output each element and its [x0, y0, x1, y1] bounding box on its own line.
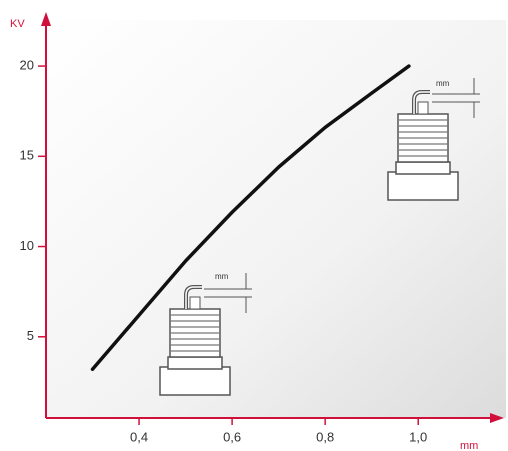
x-tick-label: 0,8: [316, 429, 334, 444]
y-tick-label: 20: [20, 58, 34, 73]
y-axis-arrow: [41, 12, 51, 26]
chart: mm mm KV mm 5 10 15 20 0,4 0,6 0,8 1,0: [0, 0, 508, 451]
y-tick-label: 15: [20, 148, 34, 163]
x-axis-label: mm: [460, 440, 478, 451]
y-tick-label: 5: [27, 328, 34, 343]
y-axis-label: KV: [10, 18, 25, 30]
y-tick-label: 10: [20, 238, 34, 253]
gap-label: mm: [436, 79, 450, 88]
page: {"chart_data":{"type":"line","y_label":"…: [0, 0, 508, 451]
gap-label: mm: [215, 272, 229, 281]
x-tick-label: 0,4: [130, 429, 148, 444]
x-tick-label: 1,0: [409, 429, 427, 444]
x-tick-label: 0,6: [223, 429, 241, 444]
